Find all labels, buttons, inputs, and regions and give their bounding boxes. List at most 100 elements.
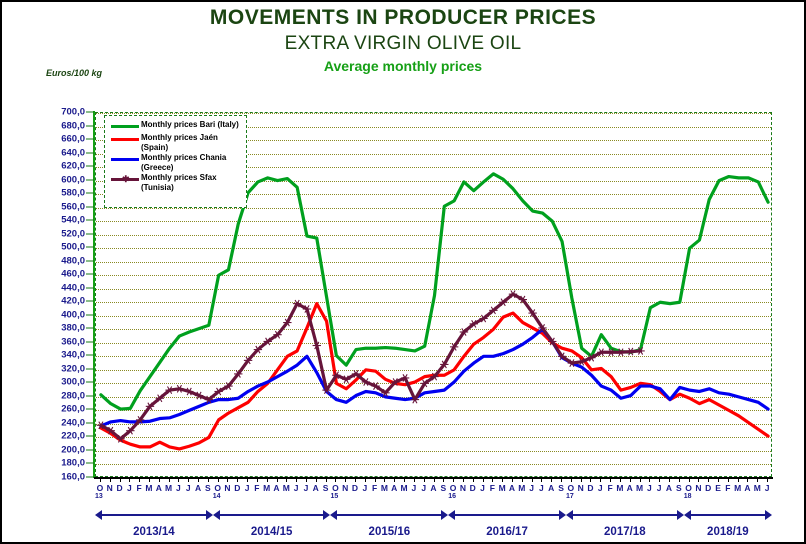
arrow-left-icon <box>448 510 456 520</box>
x-axis-tick-label: F <box>372 483 378 493</box>
y-axis-tick-mark <box>86 125 94 127</box>
y-axis-tick-mark <box>86 395 94 397</box>
x-axis-tick-mark <box>198 477 200 482</box>
y-axis-tick-mark <box>86 408 94 410</box>
star-marker <box>204 395 214 404</box>
x-axis-year-label: 15 <box>330 493 339 500</box>
star-marker <box>292 299 302 308</box>
y-axis-tick-label: 700,0 <box>61 106 85 118</box>
x-axis-tick-label: M <box>263 483 271 493</box>
x-axis-tick-mark <box>345 477 347 482</box>
season-range: 2017/18 <box>565 510 684 538</box>
x-axis-tick-mark <box>649 477 651 482</box>
legend-item[interactable]: ✱ Monthly prices Sfax (Tunisia) <box>109 173 243 192</box>
star-marker <box>175 384 184 393</box>
y-axis-tick-mark <box>86 449 94 451</box>
line-series <box>99 172 770 411</box>
x-axis-tick-mark <box>688 477 690 482</box>
arrow-right-icon <box>323 510 331 520</box>
gridline <box>96 248 771 250</box>
x-axis-tick-mark <box>227 477 229 482</box>
x-axis-tick-label: J <box>176 483 181 493</box>
x-axis-tick-mark <box>188 477 190 482</box>
gridline <box>96 234 771 236</box>
x-axis-tick-mark <box>394 477 396 482</box>
star-marker <box>194 391 204 400</box>
star-marker <box>96 421 106 430</box>
arrow-left-icon <box>212 510 220 520</box>
x-axis-tick-label: A <box>665 483 673 493</box>
arrow-right-icon <box>558 510 566 520</box>
gridline <box>96 383 771 385</box>
y-axis-tick-mark <box>86 368 94 370</box>
star-marker <box>440 360 449 369</box>
season-label: 2013/14 <box>133 526 175 538</box>
x-axis-tick-label: M <box>734 483 742 493</box>
star-marker <box>351 369 361 378</box>
y-axis-tick-label: 660,0 <box>61 133 85 145</box>
star-marker <box>214 387 223 396</box>
x-axis-tick-mark <box>482 477 484 482</box>
star-marker <box>116 434 125 443</box>
x-axis-tick-mark <box>619 477 621 482</box>
x-axis-tick-mark <box>266 477 268 482</box>
x-axis-tick-mark <box>325 477 327 482</box>
x-axis-tick-label: A <box>194 483 202 493</box>
x-axis-year-label: 18 <box>683 493 692 500</box>
x-axis-tick-label: A <box>391 483 398 493</box>
season-line <box>571 514 678 516</box>
x-axis-tick-label: A <box>744 483 751 493</box>
x-axis-tick-mark <box>99 477 101 482</box>
y-axis-tick-label: 640,0 <box>61 147 85 159</box>
x-axis-tick-label: J <box>293 483 299 493</box>
arrow-left-icon <box>565 510 573 520</box>
x-axis-tick-label: D <box>587 483 594 493</box>
x-axis-tick-mark <box>168 477 170 482</box>
star-marker <box>469 319 478 328</box>
legend-item[interactable]: Monthly prices Jaén (Spain) <box>109 133 243 152</box>
x-axis-tick-mark <box>747 477 749 482</box>
x-axis-tick-mark <box>217 477 219 482</box>
legend-item[interactable]: Monthly prices Chania (Greece) <box>109 153 243 172</box>
gridline <box>96 396 771 398</box>
x-axis-tick-mark <box>610 477 612 482</box>
legend-color-swatch <box>109 134 141 145</box>
x-axis-tick-label: J <box>126 483 132 493</box>
season-line <box>336 514 443 516</box>
x-axis-tick-mark <box>276 477 278 482</box>
star-marker <box>371 382 380 390</box>
x-axis-tick-mark <box>413 477 415 482</box>
x-axis-tick-label: O <box>449 483 457 493</box>
y-axis-tick-label: 680,0 <box>61 120 85 132</box>
star-marker <box>548 337 557 346</box>
x-axis-tick-mark <box>718 477 720 482</box>
star-marker <box>498 298 508 307</box>
x-axis-tick-label: D <box>234 483 241 493</box>
x-axis-tick-mark <box>551 477 553 482</box>
y-axis-tick-label: 520,0 <box>61 228 85 240</box>
y-axis-tick-mark <box>86 354 94 356</box>
x-axis-tick-label: N <box>695 483 702 493</box>
season-line <box>101 514 207 516</box>
x-axis-tick-mark <box>305 477 307 482</box>
legend-item[interactable]: Monthly prices Bari (Italy) <box>109 120 243 132</box>
x-axis-tick-mark <box>639 477 641 482</box>
x-axis-tick-mark <box>629 477 631 482</box>
x-axis-tick-label: J <box>764 483 770 493</box>
x-axis-tick-label: J <box>539 483 544 493</box>
star-marker <box>342 375 351 384</box>
season-line <box>689 514 766 516</box>
star-marker <box>126 426 135 435</box>
x-axis-tick-label: O <box>96 483 104 493</box>
gridline <box>96 194 771 196</box>
x-axis-tick-mark <box>521 477 523 482</box>
arrow-right-icon <box>764 510 772 520</box>
gridline <box>96 153 771 155</box>
season-axis: 2013/14 2014/15 2015/16 2016/17 2017/18 2018/… <box>95 502 772 542</box>
x-axis-tick-label: F <box>725 483 731 493</box>
star-marker <box>322 386 331 395</box>
gridline <box>96 288 771 290</box>
x-axis-tick-mark <box>355 477 356 482</box>
y-axis-tick-label: 160,0 <box>61 471 85 483</box>
gridline <box>96 342 771 344</box>
